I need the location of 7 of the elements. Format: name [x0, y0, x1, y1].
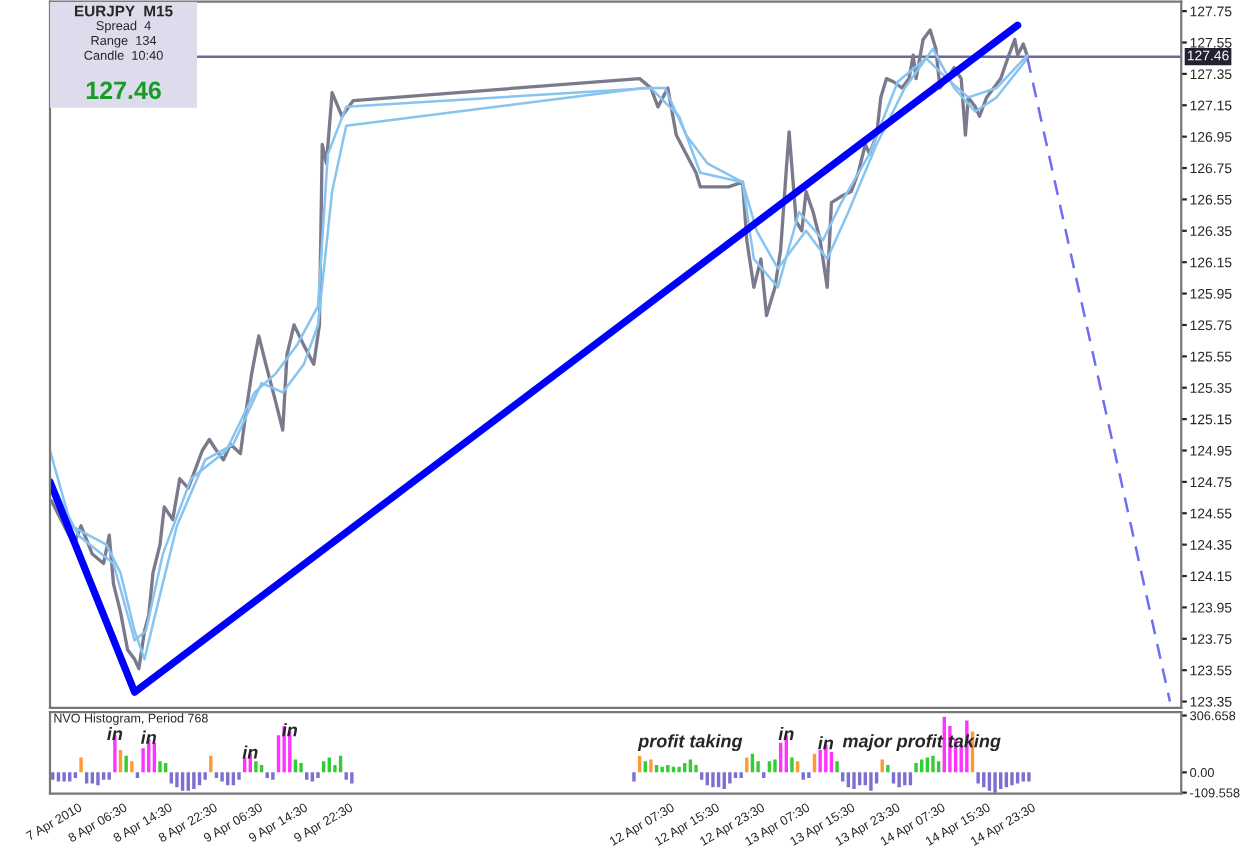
annotation: in	[107, 726, 123, 740]
annotation: 127.46	[86, 81, 161, 100]
annotation: in	[141, 730, 156, 744]
annotation: in	[778, 726, 794, 740]
annotation: profit taking	[637, 734, 743, 752]
annotation: in	[242, 745, 258, 759]
annotation: in	[818, 736, 834, 750]
